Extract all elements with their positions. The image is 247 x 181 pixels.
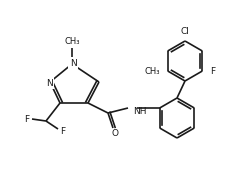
Text: CH₃: CH₃: [64, 37, 80, 47]
Text: N: N: [46, 79, 52, 87]
Text: F: F: [61, 127, 65, 136]
Text: F: F: [24, 115, 30, 123]
Text: F: F: [210, 66, 215, 75]
Text: CH₃: CH₃: [144, 66, 160, 75]
Text: O: O: [111, 129, 119, 138]
Text: Cl: Cl: [181, 28, 189, 37]
Text: NH: NH: [133, 106, 146, 115]
Text: N: N: [70, 58, 76, 68]
